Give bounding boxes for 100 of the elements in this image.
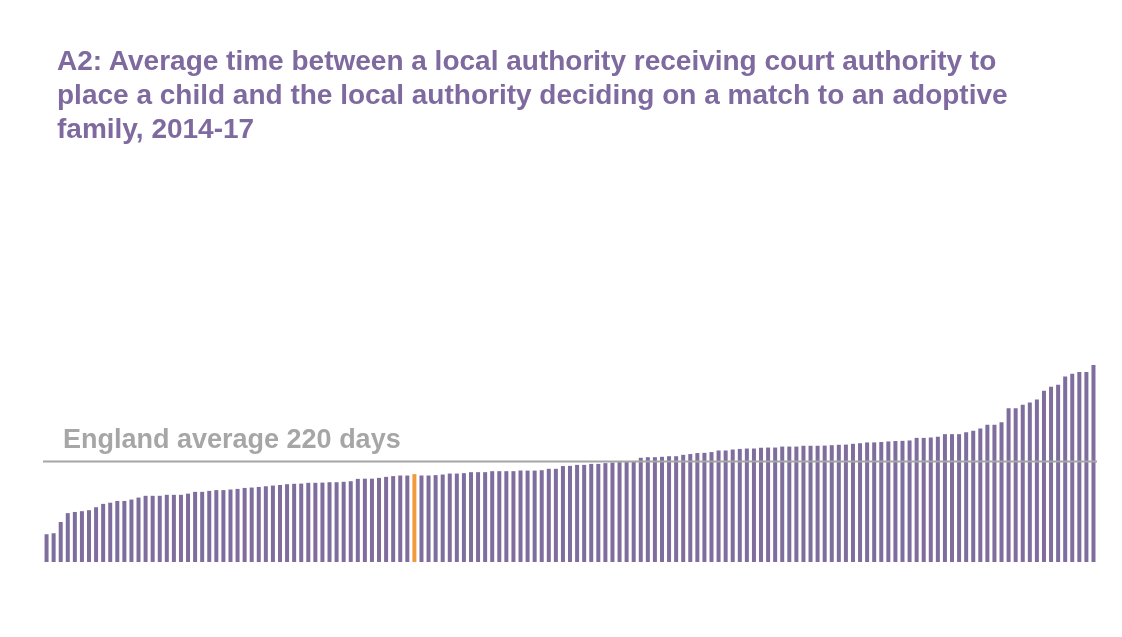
bar [659, 456, 664, 562]
bar [865, 442, 870, 562]
bar [447, 473, 452, 562]
bar [157, 495, 162, 562]
bar [794, 446, 799, 562]
bar [546, 468, 551, 562]
bar [801, 445, 806, 562]
bar [808, 445, 813, 562]
bar [1091, 365, 1096, 562]
bar [122, 500, 127, 562]
bar [341, 481, 346, 562]
bar [327, 482, 332, 562]
bar [942, 434, 947, 562]
bar [709, 452, 714, 562]
bar [907, 440, 912, 562]
bar [355, 478, 360, 562]
bar [603, 463, 608, 562]
bar [759, 447, 764, 562]
bar [193, 491, 198, 562]
bar [150, 495, 155, 562]
bar [108, 502, 113, 562]
bar [249, 487, 254, 562]
bar [207, 490, 212, 562]
bar [751, 448, 756, 562]
bar [1077, 372, 1082, 562]
bar [1056, 384, 1061, 562]
bar [285, 484, 290, 562]
bar [610, 462, 615, 562]
bar [879, 442, 884, 562]
bar [384, 476, 389, 562]
bar [313, 482, 318, 562]
bar [553, 468, 558, 562]
bar [497, 471, 502, 562]
bar [992, 424, 997, 562]
bar [695, 453, 700, 562]
bar [589, 463, 594, 562]
bar [1034, 399, 1039, 562]
bar [1070, 373, 1075, 562]
bar [978, 428, 983, 562]
bar [58, 522, 63, 562]
bar [539, 470, 544, 562]
chart-title: A2: Average time between a local authority receiving court authority to place a child and the local authority deciding on a match to an adoptive family, 2014-17 [57, 44, 1009, 146]
bar [815, 445, 820, 562]
bar [468, 472, 473, 562]
bar [398, 475, 403, 562]
bar [419, 475, 424, 562]
bar [525, 470, 530, 562]
bar [971, 430, 976, 562]
bar [766, 447, 771, 562]
bar [504, 471, 509, 562]
bar [101, 503, 106, 562]
bar [277, 484, 282, 562]
bar [688, 454, 693, 562]
bar [716, 450, 721, 562]
bar [822, 445, 827, 562]
bar [652, 457, 657, 562]
bar [1041, 390, 1046, 562]
bar [568, 465, 573, 562]
bar [1084, 372, 1089, 562]
bar [72, 511, 77, 562]
bar [872, 442, 877, 562]
bar [787, 446, 792, 562]
bar [858, 443, 863, 562]
bar [935, 436, 940, 562]
bar [235, 488, 240, 562]
bar [957, 434, 962, 562]
bar [511, 471, 516, 562]
bar [440, 474, 445, 562]
bar [1049, 386, 1054, 562]
bar [476, 472, 481, 562]
bar [532, 470, 537, 562]
bar [171, 494, 176, 562]
bar [829, 445, 834, 562]
bar [87, 510, 91, 562]
bar [270, 485, 275, 562]
bar [143, 495, 148, 562]
bar [426, 475, 431, 562]
bar [723, 450, 728, 562]
bar [299, 483, 304, 562]
bar [617, 462, 622, 562]
bar [391, 476, 396, 562]
bar [256, 486, 261, 562]
bar [638, 457, 643, 562]
bar [624, 461, 629, 562]
ref-line-label: England average 220 days [63, 423, 401, 454]
bar [136, 497, 141, 562]
bar [79, 511, 84, 562]
bar [1063, 376, 1068, 562]
bar [575, 464, 580, 562]
bar [928, 437, 933, 562]
bar [964, 432, 969, 562]
bar [1006, 408, 1011, 562]
bar [893, 441, 898, 562]
bar [483, 472, 488, 562]
bar [645, 457, 650, 562]
bar [921, 437, 926, 562]
bar [850, 443, 855, 562]
bar [667, 456, 672, 562]
bar [744, 448, 749, 562]
bar [490, 471, 495, 562]
